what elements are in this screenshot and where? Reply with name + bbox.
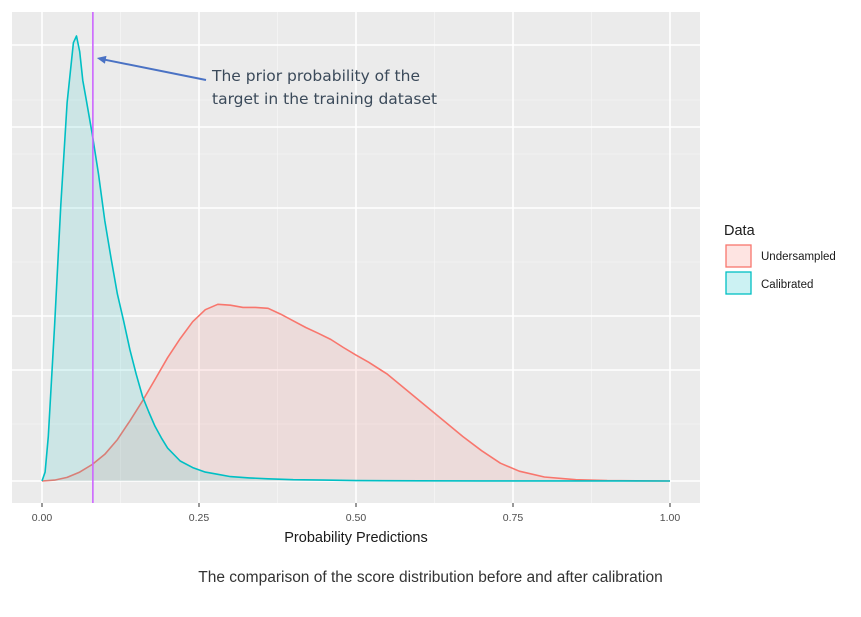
annotation-text-line-2: target in the training dataset	[212, 90, 437, 108]
density-areas	[41, 35, 671, 482]
density-line-calibrated	[41, 35, 671, 482]
x-axis-title: Probability Predictions	[284, 530, 427, 546]
legend-key-calibrated	[725, 271, 752, 295]
legend-label-undersampled: Undersampled	[761, 251, 836, 263]
annotation-arrowhead	[96, 55, 107, 64]
x-tick-label: 0.25	[189, 512, 210, 524]
legend-key-undersampled	[725, 244, 752, 268]
legend-title: Data	[724, 223, 756, 239]
x-axis: 0.00 0.25 0.50 0.75 1.00	[32, 503, 681, 524]
x-tick-label: 0.00	[32, 512, 53, 524]
annotation-text-line-1: The prior probability of the	[211, 67, 420, 85]
density-area-undersampled	[42, 304, 670, 481]
density-area-calibrated	[42, 36, 670, 481]
x-tick-label: 1.00	[660, 512, 681, 524]
density-line-undersampled	[41, 303, 671, 482]
annotation-group: The prior probability of the target in t…	[96, 55, 437, 108]
legend: Data Undersampled Calibrated	[724, 223, 836, 295]
figure-caption: The comparison of the score distribution…	[198, 569, 663, 586]
legend-label-calibrated: Calibrated	[761, 279, 813, 291]
annotation-arrow	[102, 58, 207, 81]
x-tick-label: 0.50	[346, 512, 367, 524]
x-tick-label: 0.75	[503, 512, 524, 524]
density-chart: The prior probability of the target in t…	[12, 12, 836, 546]
